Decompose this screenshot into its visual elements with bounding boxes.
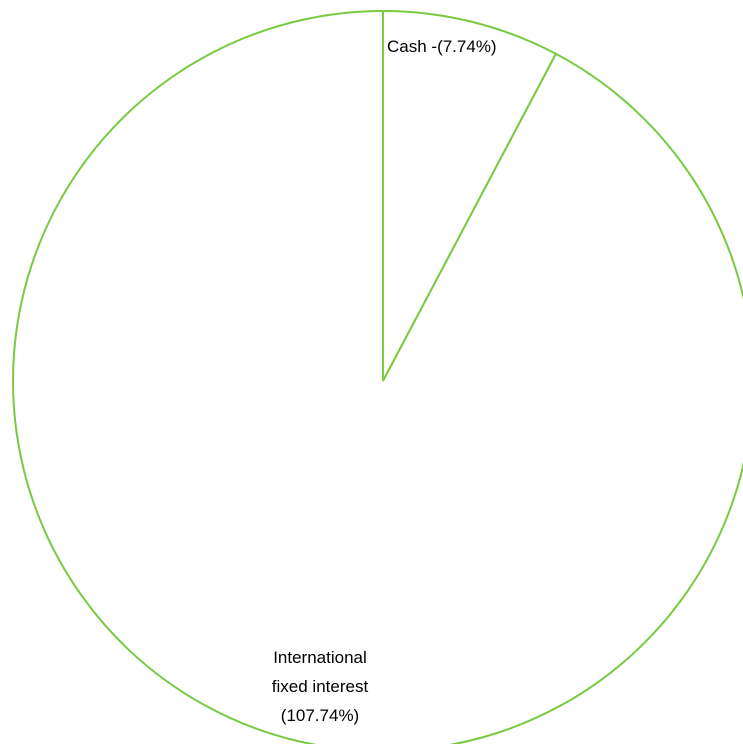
label-international-fixed-interest: International fixed interest (107.74%) [272, 648, 369, 725]
label-cash-line: Cash -(7.74%) [387, 37, 497, 56]
label-cash: Cash -(7.74%) [387, 37, 497, 56]
slice-cash [382, 9, 558, 382]
label-international-fixed-interest-line: (107.74%) [281, 706, 359, 725]
pie-labels: Cash -(7.74%) International fixed interest… [272, 37, 497, 725]
pie-slices [12, 9, 743, 744]
label-international-fixed-interest-line: International [273, 648, 367, 667]
label-international-fixed-interest-line: fixed interest [272, 677, 369, 696]
slice-international-fixed-interest [12, 9, 743, 744]
